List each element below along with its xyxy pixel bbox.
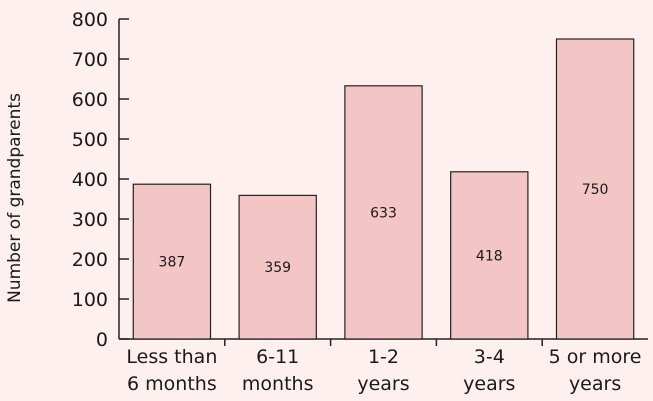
y-tick-label: 0 <box>96 329 108 351</box>
x-category-label: 5 or more <box>549 346 642 368</box>
y-axis: 0 100 200 300 400 500 600 700 800 <box>72 9 129 351</box>
x-category-label: years <box>569 373 621 395</box>
x-category-label: 6 months <box>127 373 217 395</box>
x-category-label: 1-2 <box>368 346 399 368</box>
x-category-label: months <box>242 373 314 395</box>
bar <box>555 38 635 340</box>
x-category-label: years <box>463 373 515 395</box>
x-category-label: 3-4 <box>474 346 505 368</box>
y-tick-label: 800 <box>72 9 108 31</box>
bar <box>450 171 529 340</box>
bar-value-label: 750 <box>582 182 609 198</box>
y-tick-label: 400 <box>72 169 108 191</box>
bar-value-label: 633 <box>370 205 397 221</box>
x-category-label: years <box>357 373 409 395</box>
y-tick-label: 300 <box>72 209 108 231</box>
bar-value-label: 387 <box>159 255 186 271</box>
y-tick-label: 700 <box>72 49 108 71</box>
y-tick-label: 100 <box>72 289 108 311</box>
x-category-label: Less than <box>126 346 217 368</box>
y-tick-label: 600 <box>72 89 108 111</box>
x-category-label: 6-11 <box>256 346 299 368</box>
y-axis-title: Number of grandparents <box>5 93 25 303</box>
bar <box>132 183 212 340</box>
bar <box>238 194 317 340</box>
y-tick-label: 200 <box>72 249 108 271</box>
bars: 387 359 633 418 750 <box>132 38 635 340</box>
bar-value-label: 418 <box>476 248 503 264</box>
y-tick-label: 500 <box>72 129 108 151</box>
bar <box>344 85 423 340</box>
x-axis: Less than 6 months 6-11 months 1-2 years 3-4 ye… <box>119 338 648 395</box>
bar-value-label: 359 <box>264 260 291 276</box>
